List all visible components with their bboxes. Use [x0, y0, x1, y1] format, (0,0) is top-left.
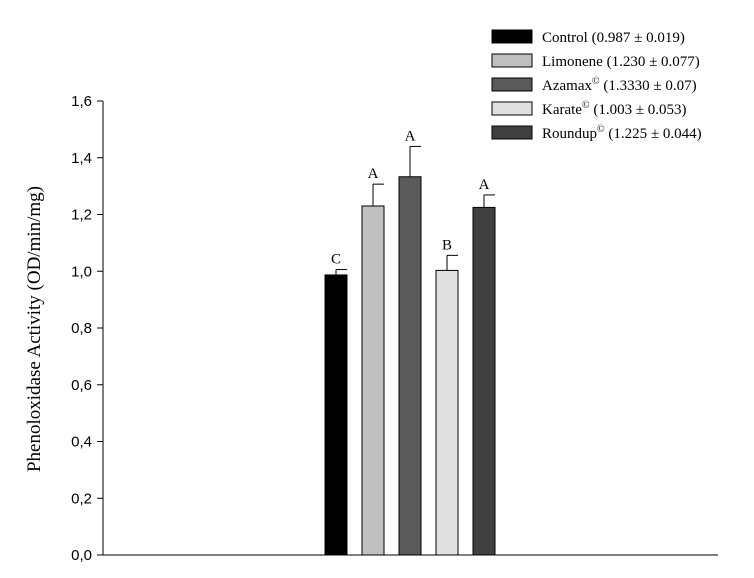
legend-entry: Roundup© (1.225 ± 0.044) — [542, 124, 702, 142]
legend-swatch — [491, 101, 533, 116]
group-letter: A — [405, 128, 416, 144]
y-tick-label: 1,0 — [71, 263, 92, 280]
legend-swatch — [491, 53, 533, 68]
legend-stats: (1.003 ± 0.053) — [590, 102, 687, 118]
y-tick-label: 1,6 — [71, 93, 92, 110]
bar-roundup — [472, 206, 496, 556]
legend-entry: Control (0.987 ± 0.019) — [542, 30, 685, 46]
legend-swatch — [491, 29, 533, 44]
y-tick-label: 0,2 — [71, 490, 92, 507]
bar-limonene — [361, 205, 385, 556]
y-tick-label: 0,0 — [71, 547, 92, 564]
legend-stats: (1.3330 ± 0.07) — [600, 78, 697, 94]
legend: Control (0.987 ± 0.019) Limonene (1.230 ±… — [491, 29, 702, 142]
legend-swatch — [491, 125, 533, 140]
y-tick-label: 1,4 — [71, 150, 92, 167]
legend-label: Roundup — [542, 126, 597, 142]
group-letter: C — [331, 252, 341, 268]
group-letter: A — [368, 166, 379, 182]
legend-entry: Karate© (1.003 ± 0.053) — [542, 100, 687, 118]
legend-stats: (1.225 ± 0.044) — [605, 126, 702, 142]
bar-karate — [435, 269, 459, 556]
y-tick-label: 0,4 — [71, 434, 92, 451]
y-axis: 0,0 0,2 0,4 0,6 0,8 1,0 1,2 1,4 1,6 — [71, 93, 104, 564]
y-tick-label: 0,8 — [71, 320, 92, 337]
legend-label: Karate — [542, 102, 582, 118]
legend-label: Limonene — [542, 54, 603, 70]
y-tick-label: 1,2 — [71, 207, 92, 224]
y-axis-label: Phenoloxidase Activity (OD/min/mg) — [24, 186, 45, 472]
y-tick-label: 0,6 — [71, 377, 92, 394]
legend-stats: (0.987 ± 0.019) — [588, 30, 685, 46]
bars: C A A B A — [324, 128, 496, 556]
legend-label: Control — [542, 30, 588, 46]
legend-mark: © — [582, 100, 590, 111]
legend-entry: Azamax© (1.3330 ± 0.07) — [542, 76, 697, 94]
legend-label: Azamax — [542, 78, 592, 94]
group-letter: B — [442, 237, 452, 253]
bar-azamax — [398, 176, 422, 556]
legend-mark: © — [592, 76, 600, 87]
legend-swatch — [491, 77, 533, 92]
group-letter: A — [479, 177, 490, 193]
bar-control — [324, 274, 348, 556]
legend-stats: (1.230 ± 0.077) — [603, 54, 700, 70]
legend-entry: Limonene (1.230 ± 0.077) — [542, 54, 700, 70]
legend-mark: © — [597, 124, 605, 135]
